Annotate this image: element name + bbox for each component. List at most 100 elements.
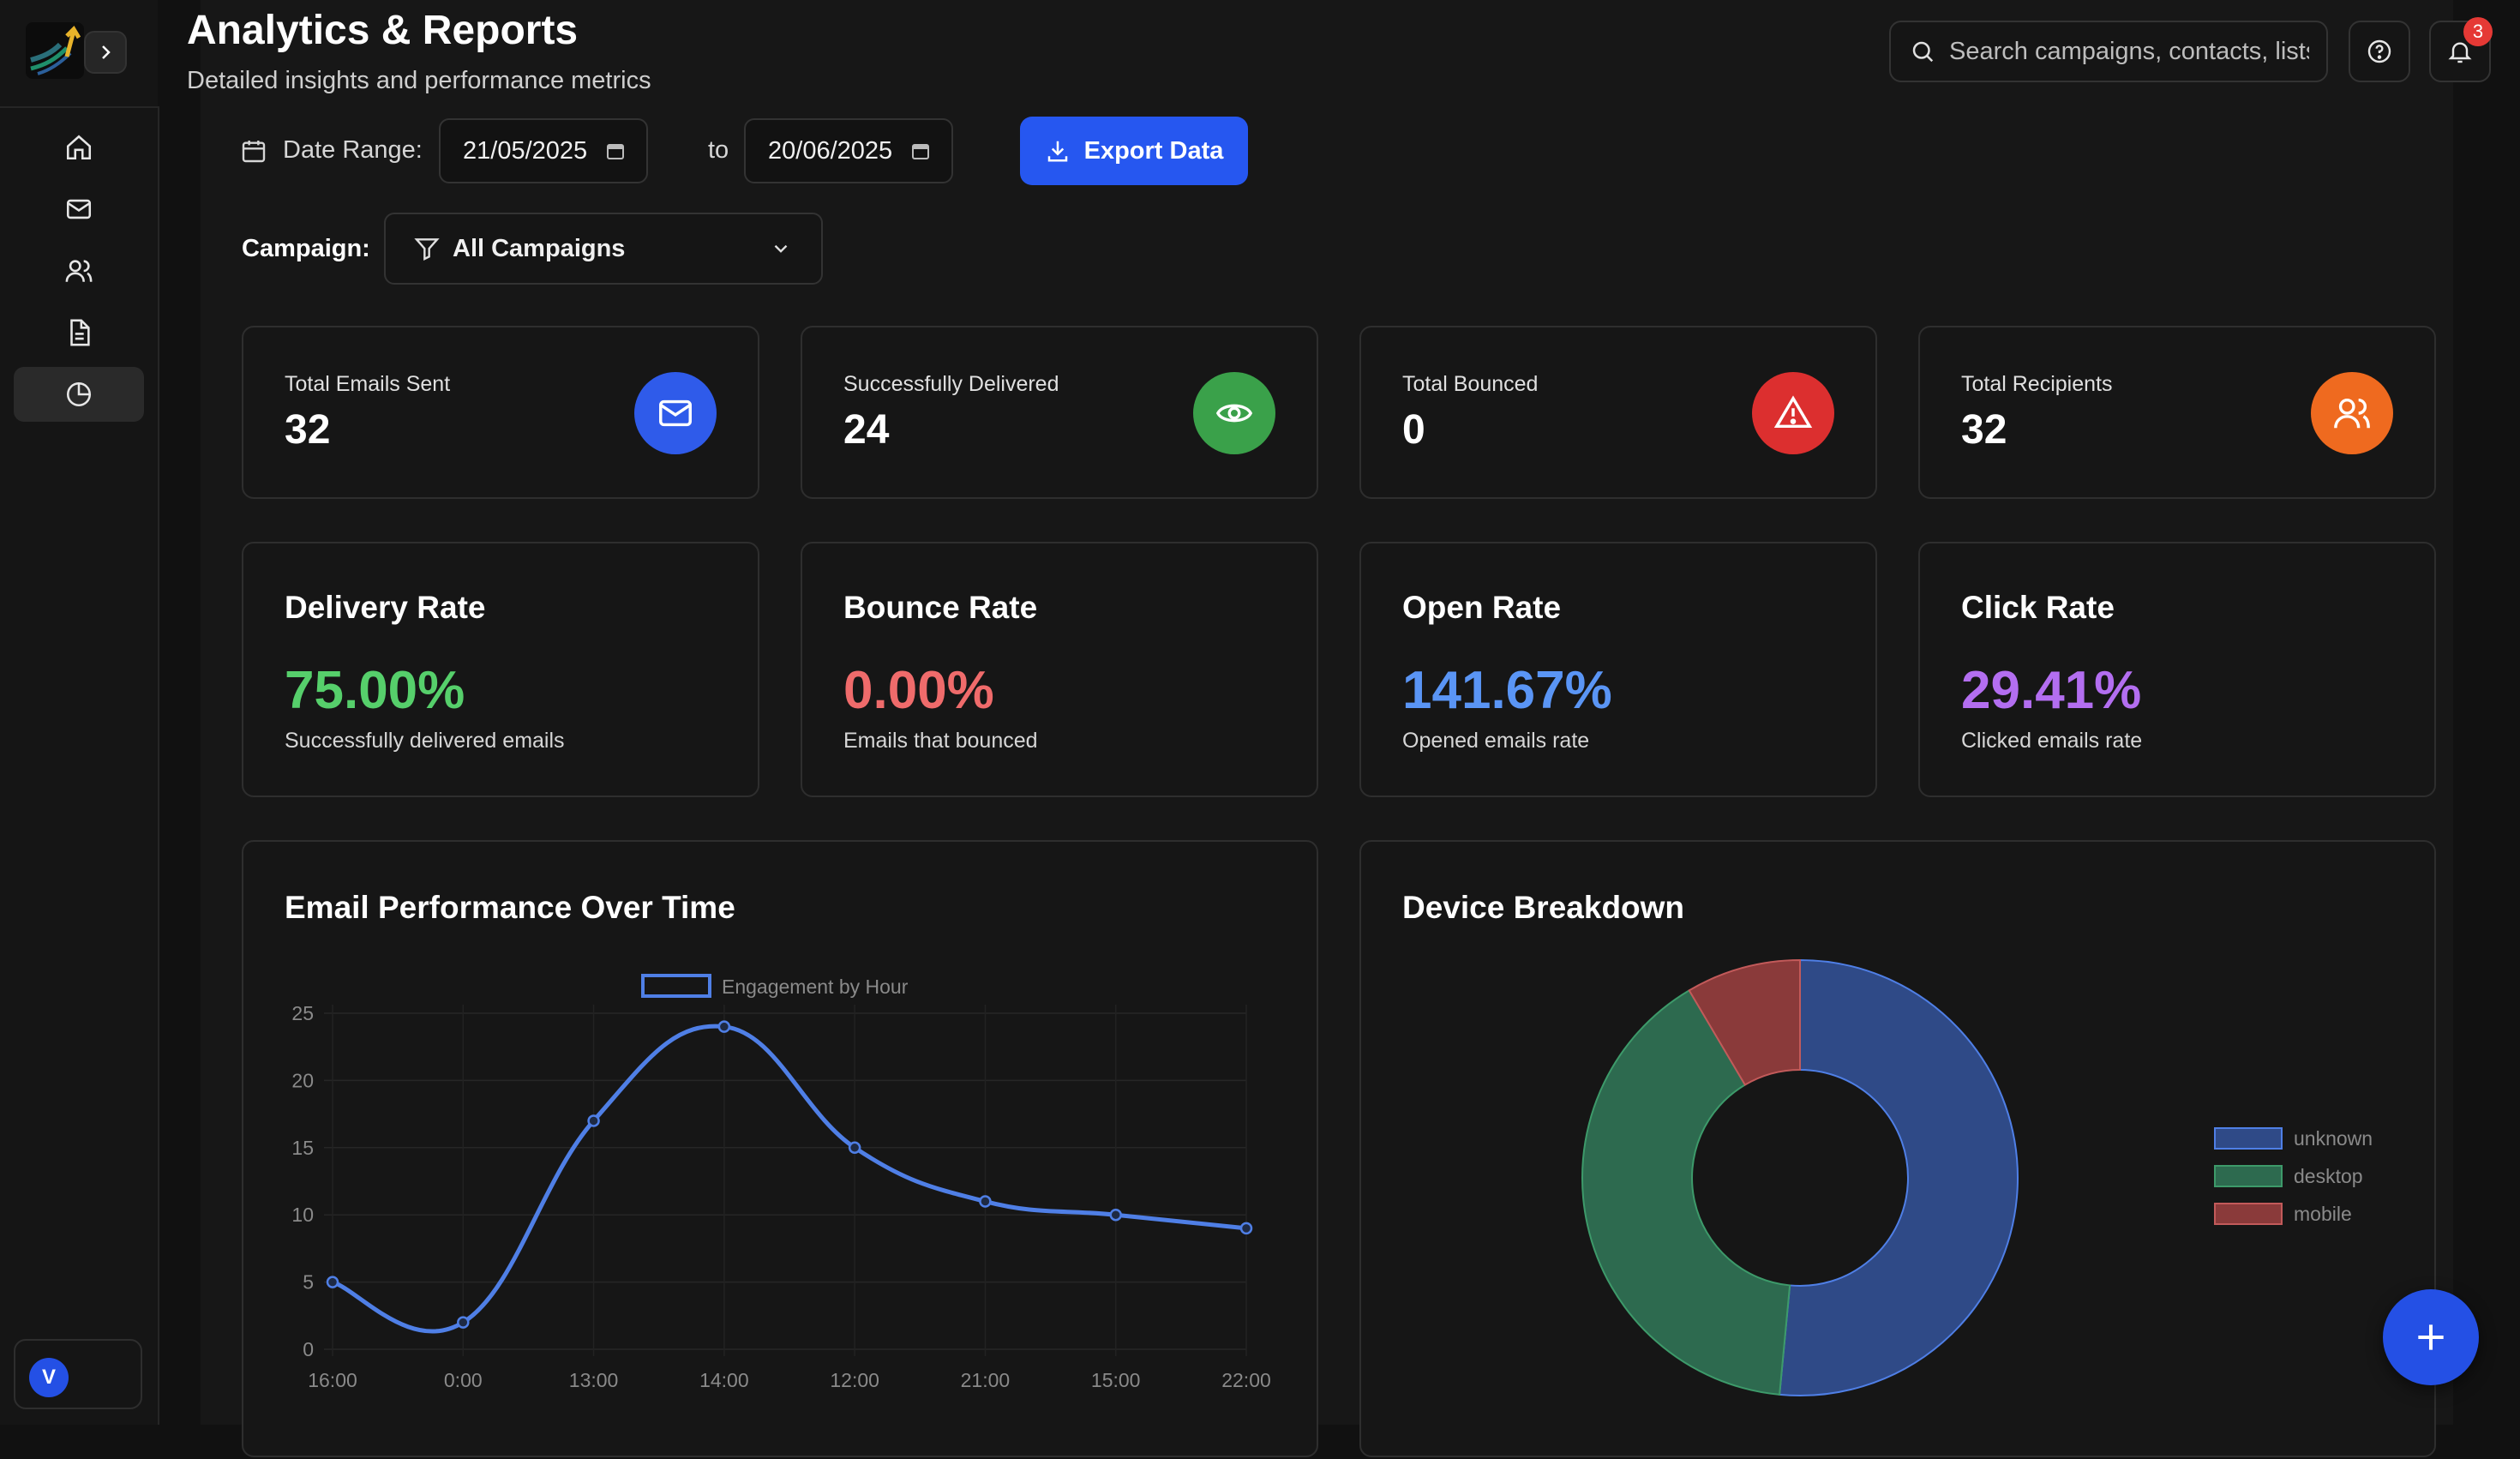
- export-data-label: Export Data: [1083, 136, 1224, 165]
- x-tick-label: 22:00: [1221, 1369, 1271, 1391]
- data-point: [587, 1114, 600, 1127]
- export-data-button[interactable]: Export Data: [1020, 117, 1248, 185]
- rate-description: Emails that bounced: [843, 729, 1038, 753]
- line-chart: 0 5 10 15 20 25 16:00 0:00 13:00 14:00 12:00 21:00 1…: [291, 974, 1271, 1391]
- stat-icon-badge: [1752, 372, 1834, 454]
- sidebar-item-contacts[interactable]: [14, 243, 144, 298]
- start-date-value: 21/05/2025: [463, 136, 588, 165]
- stat-value: 24: [843, 407, 890, 453]
- x-tick-label: 13:00: [569, 1369, 619, 1391]
- home-icon: [66, 135, 92, 160]
- users-icon: [2334, 398, 2370, 429]
- legend-swatch: [2214, 1203, 2283, 1225]
- notification-badge: 3: [2463, 17, 2493, 46]
- stat-card-bounced: Total Bounced 0: [1359, 326, 1877, 499]
- x-tick-label: 0:00: [444, 1369, 483, 1391]
- legend-swatch: [641, 974, 711, 998]
- legend-label: Engagement by Hour: [722, 976, 909, 998]
- pie-slice: [1779, 958, 2019, 1396]
- rate-card-delivery: Delivery Rate 75.00% Successfully delive…: [242, 542, 759, 797]
- stat-label: Successfully Delivered: [843, 372, 1059, 396]
- data-point: [1109, 1208, 1122, 1222]
- data-point: [326, 1276, 339, 1288]
- end-date-input[interactable]: 20/06/2025: [744, 118, 953, 183]
- data-point: [1239, 1222, 1253, 1235]
- page-subtitle: Detailed insights and performance metric…: [187, 67, 651, 94]
- mail-icon: [66, 199, 92, 219]
- stat-card-total-sent: Total Emails Sent 32: [242, 326, 759, 499]
- rate-title: Open Rate: [1402, 590, 1562, 625]
- calendar-picker-icon[interactable]: [605, 141, 626, 161]
- sidebar-expand-button[interactable]: [84, 31, 127, 74]
- chevron-right-icon: [102, 45, 111, 59]
- calendar-icon: [242, 141, 266, 163]
- calendar-picker-icon[interactable]: [910, 141, 931, 161]
- legend-swatch: [2214, 1127, 2283, 1150]
- performance-chart-card: Email Performance Over Time 0 5 10 15 20 25 16…: [242, 840, 1318, 1457]
- help-button[interactable]: [2349, 21, 2410, 82]
- bell-icon: [2448, 42, 2472, 63]
- y-tick-label: 0: [303, 1338, 314, 1360]
- rate-card-open: Open Rate 141.67% Opened emails rate: [1359, 542, 1877, 797]
- date-range-label: Date Range:: [283, 136, 423, 164]
- stat-label: Total Recipients: [1961, 372, 2113, 396]
- sidebar-item-templates[interactable]: [14, 305, 144, 360]
- alert-triangle-icon: [1773, 395, 1813, 429]
- legend-swatch: [2214, 1165, 2283, 1187]
- rate-title: Bounce Rate: [843, 590, 1038, 625]
- campaign-select-value: All Campaigns: [453, 234, 626, 262]
- search-box[interactable]: [1889, 21, 2328, 82]
- add-fab-button[interactable]: [2383, 1289, 2479, 1385]
- x-tick-label: 14:00: [699, 1369, 749, 1391]
- stat-icon-badge: [2311, 372, 2393, 454]
- legend-label: desktop: [2294, 1165, 2363, 1187]
- stat-card-recipients: Total Recipients 32: [1918, 326, 2436, 499]
- download-icon: [1047, 141, 1067, 162]
- rate-description: Successfully delivered emails: [285, 729, 565, 753]
- to-label: to: [708, 136, 729, 164]
- y-tick-label: 10: [291, 1204, 314, 1226]
- y-tick-label: 5: [303, 1271, 314, 1294]
- x-tick-label: 21:00: [961, 1369, 1011, 1391]
- sidebar: V: [0, 0, 159, 1425]
- rate-value: 0.00%: [843, 661, 994, 720]
- y-tick-label: 15: [291, 1137, 314, 1159]
- rate-value: 141.67%: [1402, 661, 1612, 720]
- pie-slice: [1688, 958, 1801, 1086]
- doughnut-chart: unknown desktop mobile: [1581, 958, 2373, 1396]
- pie-chart-icon: [66, 381, 92, 407]
- legend-label: mobile: [2294, 1203, 2352, 1225]
- rate-title: Delivery Rate: [285, 590, 486, 625]
- data-point: [848, 1141, 861, 1155]
- chevron-down-icon: [774, 244, 788, 253]
- sidebar-item-campaigns[interactable]: [14, 182, 144, 237]
- rate-value: 75.00%: [285, 661, 465, 720]
- stat-icon-badge: [1193, 372, 1275, 454]
- start-date-input[interactable]: 21/05/2025: [439, 118, 648, 183]
- plus-icon: [2418, 1324, 2444, 1350]
- rate-value: 29.41%: [1961, 661, 2142, 720]
- y-tick-label: 25: [291, 1002, 314, 1024]
- search-input[interactable]: [1947, 36, 2311, 67]
- users-icon: [65, 260, 93, 282]
- data-point: [717, 1020, 731, 1033]
- user-menu[interactable]: V: [14, 1339, 142, 1409]
- chart-title: Email Performance Over Time: [285, 890, 735, 925]
- data-point: [457, 1316, 470, 1329]
- sidebar-item-home[interactable]: [14, 120, 144, 175]
- x-tick-label: 16:00: [308, 1369, 357, 1391]
- chart-title: Device Breakdown: [1402, 890, 1685, 925]
- campaign-select[interactable]: All Campaigns: [384, 213, 823, 285]
- pie-slice: [1581, 989, 1791, 1396]
- app-logo[interactable]: [26, 22, 84, 79]
- x-tick-label: 12:00: [830, 1369, 879, 1391]
- device-chart-card: Device Breakdown unknown desktop mobile: [1359, 840, 2436, 1457]
- sidebar-item-analytics[interactable]: [14, 367, 144, 422]
- eye-icon: [1215, 404, 1253, 423]
- notifications-button[interactable]: 3: [2429, 17, 2493, 82]
- rate-description: Opened emails rate: [1402, 729, 1590, 753]
- sidebar-header: [0, 0, 158, 108]
- page-title: Analytics & Reports: [187, 8, 579, 53]
- stat-card-delivered: Successfully Delivered 24: [801, 326, 1318, 499]
- stat-icon-badge: [634, 372, 717, 454]
